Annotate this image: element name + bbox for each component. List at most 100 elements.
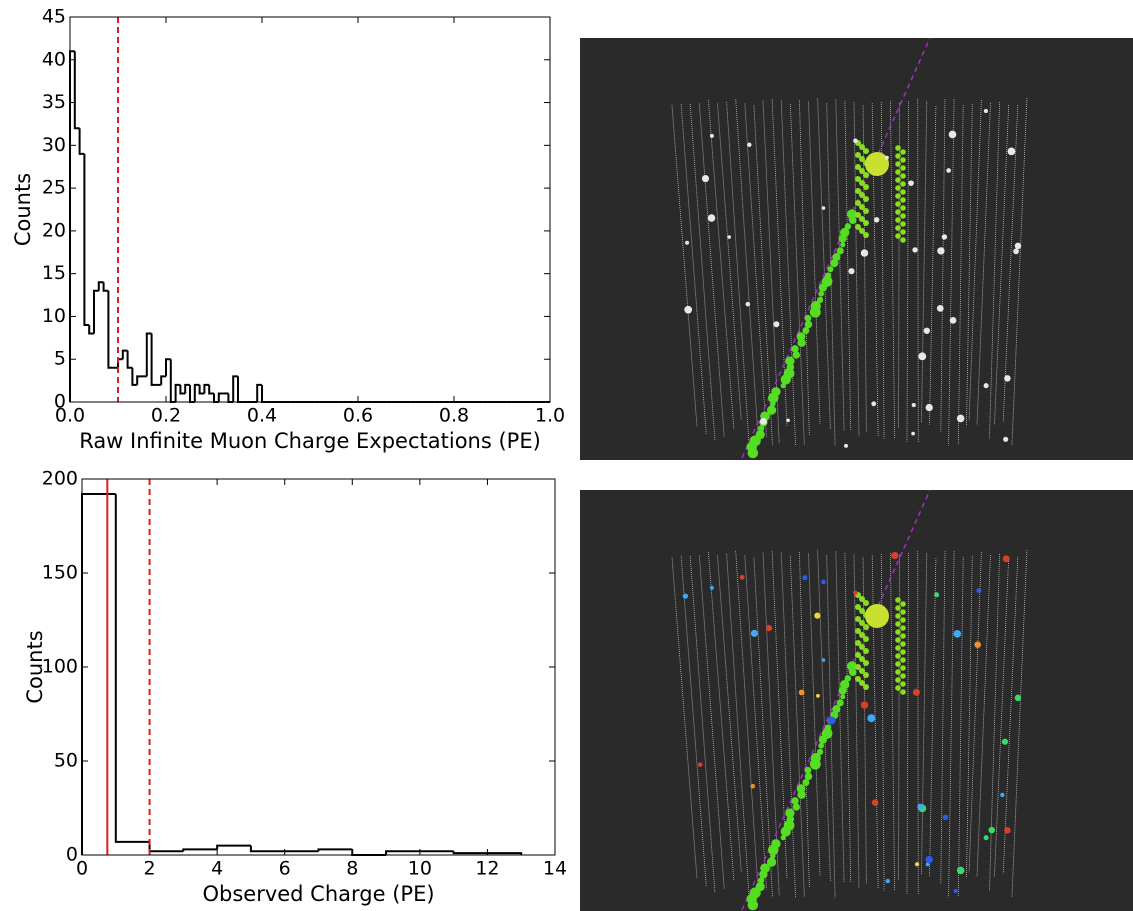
hit bbox=[840, 679, 850, 690]
hit bbox=[697, 762, 703, 767]
hit bbox=[859, 632, 865, 638]
hit bbox=[936, 304, 944, 312]
hit bbox=[830, 259, 839, 268]
hit bbox=[853, 138, 858, 144]
y-tick-label: 200 bbox=[42, 468, 78, 490]
hit bbox=[983, 383, 989, 389]
hit bbox=[953, 888, 958, 894]
hit bbox=[895, 153, 901, 159]
histogram-bin bbox=[131, 367, 138, 386]
hit bbox=[701, 174, 710, 183]
x-tick-label: 12 bbox=[475, 858, 499, 880]
y-tick-label: 35 bbox=[42, 91, 66, 113]
hit bbox=[900, 237, 906, 243]
hit bbox=[917, 803, 924, 810]
hit bbox=[900, 205, 906, 211]
hit bbox=[855, 164, 861, 170]
string bbox=[1002, 557, 1019, 874]
hit bbox=[895, 661, 901, 667]
hit bbox=[709, 133, 714, 138]
event-content bbox=[671, 489, 1028, 911]
hit bbox=[855, 188, 861, 194]
hit bbox=[859, 596, 865, 602]
hit bbox=[855, 676, 861, 682]
hit bbox=[860, 249, 869, 257]
hit bbox=[747, 142, 752, 148]
hit bbox=[911, 403, 916, 408]
hit bbox=[895, 669, 901, 675]
hit bbox=[859, 144, 865, 150]
hit bbox=[900, 681, 906, 687]
hit bbox=[773, 321, 780, 328]
string bbox=[808, 101, 821, 424]
hit bbox=[895, 177, 901, 183]
hit bbox=[908, 180, 914, 186]
hit bbox=[941, 234, 948, 240]
hit bbox=[796, 784, 806, 793]
string bbox=[789, 555, 805, 897]
hit bbox=[844, 223, 852, 230]
hit bbox=[900, 189, 906, 195]
hit bbox=[895, 217, 901, 223]
x-tick-label: 6 bbox=[279, 858, 291, 880]
hit bbox=[792, 803, 800, 811]
y-tick-label: 0 bbox=[66, 844, 78, 866]
string bbox=[726, 553, 750, 898]
hit bbox=[859, 156, 865, 162]
hit bbox=[925, 855, 933, 864]
hit bbox=[900, 657, 906, 663]
string bbox=[917, 98, 919, 443]
hit bbox=[859, 668, 865, 674]
y-tick-label: 150 bbox=[42, 562, 78, 584]
hit bbox=[840, 694, 846, 700]
hit bbox=[863, 184, 869, 190]
y-tick-label: 40 bbox=[42, 48, 66, 70]
hit bbox=[891, 551, 899, 560]
string bbox=[771, 551, 788, 879]
hit bbox=[836, 247, 844, 255]
hit bbox=[757, 425, 765, 432]
hit bbox=[900, 229, 906, 235]
histogram-bin bbox=[193, 383, 200, 402]
x-axis-label: Raw Infinite Muon Charge Expectations (P… bbox=[79, 429, 541, 453]
hit bbox=[859, 608, 865, 614]
hit bbox=[810, 752, 821, 764]
event-content bbox=[671, 37, 1028, 459]
y-tick-label: 45 bbox=[42, 6, 66, 28]
hit bbox=[918, 352, 927, 361]
hit bbox=[912, 688, 920, 696]
hit bbox=[1013, 248, 1019, 255]
string bbox=[989, 101, 1000, 439]
string bbox=[966, 104, 973, 427]
hit bbox=[863, 648, 869, 654]
track bbox=[741, 37, 931, 459]
string bbox=[940, 99, 946, 432]
hit bbox=[863, 600, 869, 606]
histogram-bin bbox=[165, 358, 171, 377]
y-axis-label: Counts bbox=[23, 630, 47, 703]
string bbox=[994, 105, 1010, 426]
hit bbox=[796, 332, 806, 341]
y-tick-label: 10 bbox=[42, 305, 66, 327]
histogram-bin bbox=[145, 332, 152, 377]
hit bbox=[925, 862, 930, 867]
string bbox=[976, 554, 991, 877]
hit bbox=[827, 716, 836, 725]
hit bbox=[804, 320, 813, 329]
hit bbox=[821, 579, 826, 585]
hit bbox=[863, 196, 869, 202]
hit bbox=[766, 405, 777, 415]
string bbox=[671, 105, 698, 427]
y-tick-label: 30 bbox=[42, 134, 66, 156]
hit bbox=[900, 625, 906, 631]
string bbox=[921, 101, 928, 423]
hit bbox=[900, 157, 906, 163]
x-tick-label: 0.4 bbox=[247, 405, 277, 427]
hit bbox=[847, 209, 857, 219]
hit bbox=[895, 677, 901, 683]
hit bbox=[755, 430, 765, 440]
hit bbox=[791, 345, 799, 353]
histogram-bin bbox=[126, 350, 133, 369]
hit bbox=[855, 200, 861, 206]
